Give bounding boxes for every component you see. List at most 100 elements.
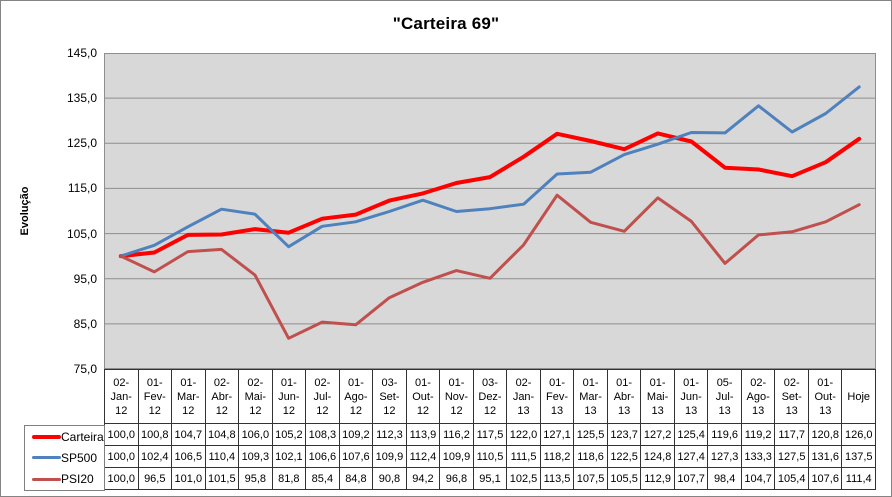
table-header-cell: 01- Fev- 13 [540, 370, 575, 424]
table-cell-sp500: 124,8 [641, 446, 675, 468]
legend: Carteira SP500 PSI20 [24, 425, 105, 491]
series-line-psi20 [119, 193, 861, 340]
table-cell-sp500: 127,3 [708, 446, 742, 468]
table-cell-psi20: 105,5 [607, 468, 642, 490]
table-cell-sp500: 127,5 [775, 446, 809, 468]
table-header-cell: 01- Fev- 12 [138, 370, 173, 424]
table-cell-psi20: 111,4 [842, 468, 876, 490]
table-header-cell: 01- Jun- 12 [272, 370, 307, 424]
table-cell-psi20: 107,6 [808, 468, 843, 490]
table-cell-carteira: 113,9 [406, 424, 441, 446]
table-cell-carteira: 119,6 [708, 424, 742, 446]
table-header-cell: 05- Jul- 13 [708, 370, 742, 424]
y-tick-label: 85,0 [73, 316, 97, 331]
table-cell-sp500: 118,6 [574, 446, 608, 468]
table-cell-psi20: 85,4 [306, 468, 340, 490]
table-cell-sp500: 110,4 [205, 446, 240, 468]
legend-item-sp500: SP500 [25, 447, 104, 468]
chart-title: "Carteira 69" [392, 14, 500, 33]
table-cell-carteira: 125,4 [674, 424, 709, 446]
table-header-cell: 02- Set- 13 [775, 370, 809, 424]
table-header-cell: Hoje [842, 370, 876, 424]
table-cell-sp500: 110,5 [473, 446, 508, 468]
table-cell-carteira: 119,2 [741, 424, 776, 446]
table-header-cell: 01- Mar- 13 [574, 370, 608, 424]
table-cell-sp500: 109,3 [239, 446, 273, 468]
y-tick-label: 115,0 [67, 181, 97, 196]
table-cell-carteira: 100,8 [138, 424, 173, 446]
table-header-cell: 01- Out- 12 [406, 370, 441, 424]
table-header-cell: 02- Abr- 12 [205, 370, 240, 424]
table-cell-psi20: 105,4 [775, 468, 809, 490]
table-cell-carteira: 123,7 [607, 424, 642, 446]
table-cell-sp500: 122,5 [607, 446, 642, 468]
table-cell-carteira: 104,8 [205, 424, 240, 446]
series-line-sp500 [119, 85, 861, 258]
table-cell-carteira: 112,3 [373, 424, 407, 446]
table-cell-sp500: 118,2 [540, 446, 575, 468]
y-tick-label: 105,0 [66, 226, 97, 241]
table-header-cell: 02- Mai- 12 [239, 370, 273, 424]
table-cell-sp500: 127,4 [674, 446, 709, 468]
table-cell-carteira: 106,0 [239, 424, 273, 446]
table-cell-carteira: 105,2 [272, 424, 307, 446]
table-cell-psi20: 98,4 [708, 468, 742, 490]
table-cell-psi20: 112,9 [641, 468, 675, 490]
table-cell-sp500: 133,3 [741, 446, 776, 468]
sp500-line-swatch-icon [32, 456, 61, 460]
y-tick-label: 125,0 [66, 136, 97, 151]
table-header-cell: 01- Out- 13 [808, 370, 843, 424]
table-cell-psi20: 104,7 [741, 468, 776, 490]
table-cell-sp500: 106,5 [172, 446, 206, 468]
table-cell-sp500: 102,4 [138, 446, 173, 468]
y-tick-label: 75,0 [73, 362, 97, 376]
table-header-cell: 02- Jan- 12 [105, 370, 139, 424]
table-cell-carteira: 122,0 [507, 424, 541, 446]
legend-item-carteira: Carteira [25, 426, 104, 447]
table-cell-carteira: 100,0 [105, 424, 139, 446]
table-cell-psi20: 101,5 [205, 468, 240, 490]
carteira-line-swatch-icon [32, 434, 61, 439]
table-cell-psi20: 94,2 [406, 468, 441, 490]
table-header-cell: 01- Abr- 13 [607, 370, 642, 424]
plot-area [104, 53, 876, 369]
y-axis-title: Evolução [19, 186, 31, 236]
table-header-cell: 01- Jun- 13 [674, 370, 709, 424]
table-cell-carteira: 117,5 [473, 424, 508, 446]
table-cell-carteira: 104,7 [172, 424, 206, 446]
table-cell-psi20: 84,8 [339, 468, 374, 490]
y-tick-label: 95,0 [73, 271, 97, 286]
table-header-cell: 02- Jan- 13 [507, 370, 541, 424]
plot-border [104, 53, 876, 369]
legend-label-psi20: PSI20 [61, 472, 94, 487]
table-cell-psi20: 102,5 [507, 468, 541, 490]
table-header-cell: 01- Ago- 12 [339, 370, 374, 424]
table-cell-sp500: 100,0 [105, 446, 139, 468]
table-cell-carteira: 125,5 [574, 424, 608, 446]
table-cell-psi20: 96,5 [138, 468, 173, 490]
table-cell-carteira: 109,2 [339, 424, 374, 446]
psi20-line-swatch-icon [32, 477, 61, 481]
table-cell-psi20: 95,8 [239, 468, 273, 490]
table-cell-psi20: 90,8 [373, 468, 407, 490]
table-cell-sp500: 109,9 [440, 446, 474, 468]
table-cell-sp500: 107,6 [339, 446, 374, 468]
legend-label-carteira: Carteira [61, 429, 104, 444]
table-header-cell: 03- Dez- 12 [473, 370, 508, 424]
table-cell-psi20: 95,1 [473, 468, 508, 490]
legend-label-sp500: SP500 [61, 450, 98, 465]
table-header-cell: 01- Nov- 12 [440, 370, 474, 424]
table-header-cell: 03- Set- 12 [373, 370, 407, 424]
table-cell-sp500: 106,6 [306, 446, 340, 468]
table-header-cell: 02- Jul- 12 [306, 370, 340, 424]
table-cell-psi20: 107,7 [674, 468, 709, 490]
table-cell-carteira: 127,1 [540, 424, 575, 446]
table-cell-sp500: 112,4 [406, 446, 441, 468]
table-cell-sp500: 111,5 [507, 446, 541, 468]
table-cell-carteira: 117,7 [775, 424, 809, 446]
table-cell-sp500: 109,9 [373, 446, 407, 468]
y-tick-label: 135,0 [66, 91, 97, 106]
table-cell-psi20: 113,5 [540, 468, 575, 490]
table-header-cell: 01- Mai- 13 [641, 370, 675, 424]
